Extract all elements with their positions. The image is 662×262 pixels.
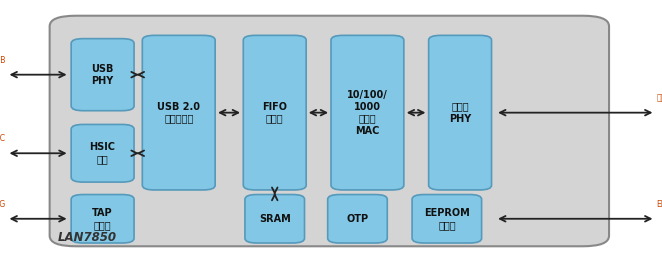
- Text: TAP
控制器: TAP 控制器: [92, 208, 113, 230]
- FancyBboxPatch shape: [142, 35, 215, 190]
- Text: USB: USB: [0, 56, 5, 65]
- Text: 以太网: 以太网: [657, 94, 662, 103]
- Text: USB 2.0
设备控制器: USB 2.0 设备控制器: [158, 102, 200, 124]
- Text: OTP: OTP: [346, 214, 369, 224]
- FancyBboxPatch shape: [245, 194, 305, 243]
- Text: SRAM: SRAM: [259, 214, 291, 224]
- Text: EEPROM: EEPROM: [657, 200, 662, 209]
- FancyBboxPatch shape: [71, 39, 134, 111]
- Text: JTAG: JTAG: [0, 200, 5, 209]
- FancyBboxPatch shape: [429, 35, 491, 190]
- FancyBboxPatch shape: [50, 16, 609, 246]
- Text: USB
PHY: USB PHY: [91, 64, 114, 86]
- Text: HSIC: HSIC: [0, 134, 5, 143]
- FancyBboxPatch shape: [412, 194, 482, 243]
- Text: HSIC
接口: HSIC 接口: [89, 142, 116, 164]
- FancyBboxPatch shape: [331, 35, 404, 190]
- FancyBboxPatch shape: [71, 124, 134, 182]
- Text: 以太网
PHY: 以太网 PHY: [449, 102, 471, 124]
- FancyBboxPatch shape: [71, 194, 134, 243]
- Text: FIFO
控制器: FIFO 控制器: [262, 102, 287, 124]
- FancyBboxPatch shape: [244, 35, 306, 190]
- Text: EEPROM
控制器: EEPROM 控制器: [424, 208, 470, 230]
- Text: 10/100/
1000
以太网
MAC: 10/100/ 1000 以太网 MAC: [347, 90, 388, 136]
- FancyBboxPatch shape: [328, 194, 387, 243]
- Text: LAN7850: LAN7850: [58, 231, 117, 244]
